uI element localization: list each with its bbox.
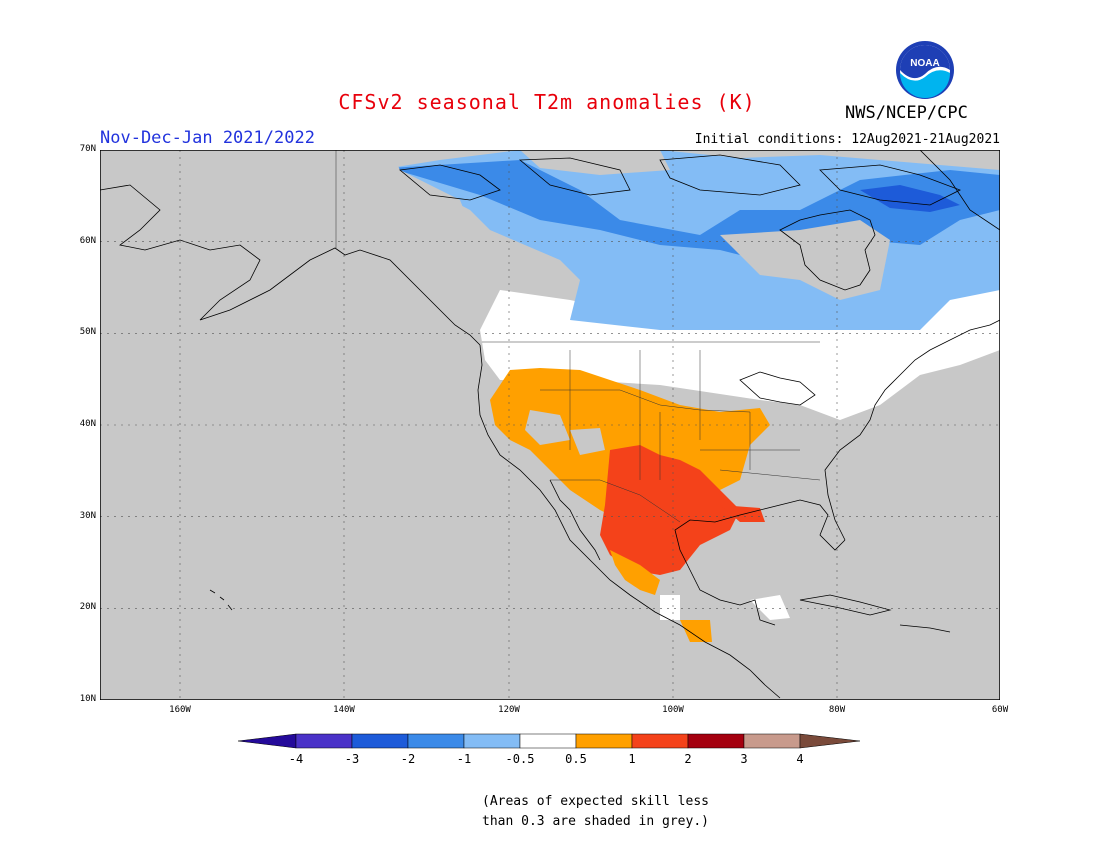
no-skill-patch — [525, 410, 570, 445]
colorbar-tick-label: -2 — [400, 752, 416, 766]
footnote-line1: (Areas of expected skill less — [482, 794, 709, 809]
lon-label: 140W — [333, 705, 355, 715]
anomaly-cells — [100, 150, 1000, 642]
lon-label: 120W — [498, 705, 520, 715]
colorbar-tick-label: 4 — [796, 752, 804, 766]
colorbar-bin — [519, 733, 577, 749]
colorbar-bin — [351, 733, 409, 749]
near-normal-patch — [750, 595, 790, 620]
lat-label: 20N — [79, 602, 96, 613]
warm-core-region-gulf — [720, 505, 765, 522]
political-borders — [335, 150, 821, 523]
noaa-logo: NOAA — [896, 41, 954, 99]
anomaly-map — [100, 150, 1000, 700]
colorbar-bin — [631, 733, 689, 749]
colorbar-tick-label: -0.5 — [505, 752, 535, 766]
colorbar-tick-label: 1 — [628, 752, 636, 766]
lat-label: 30N — [79, 510, 96, 521]
coastlines — [100, 150, 1000, 699]
logo-text: NOAA — [910, 58, 939, 69]
warm-region-south — [680, 620, 712, 642]
no-skill-region-arctic — [520, 150, 670, 175]
colorbar-max-triangle — [799, 733, 861, 749]
period-label: Nov-Dec-Jan 2021/2022 — [100, 128, 315, 148]
no-skill-patch — [570, 428, 605, 455]
colorbar-bin — [575, 733, 633, 749]
no-skill-region-west — [100, 150, 480, 320]
colorbar-tick-label: -4 — [288, 752, 304, 766]
colorbar-min-triangle — [238, 733, 297, 749]
graticule — [100, 150, 1000, 700]
warm-region-mexico — [610, 550, 660, 595]
agency-label: NWS/NCEP/CPC — [845, 103, 968, 123]
chart-title: CFSv2 seasonal T2m anomalies (K) — [338, 90, 756, 114]
lat-label: 10N — [79, 694, 96, 704]
warm-core-region — [600, 445, 740, 575]
colorbar-tick-label: 0.5 — [565, 752, 587, 766]
footnote-line2: than 0.3 are shaded in grey.) — [482, 814, 709, 829]
colorbar-tick-label: 2 — [684, 752, 692, 766]
lat-label: 60N — [79, 235, 96, 246]
colorbar-bin — [407, 733, 465, 749]
colorbar-bin — [463, 733, 521, 749]
lon-label: 160W — [169, 705, 191, 715]
colorbar-tick-label: -1 — [456, 752, 472, 766]
cold-region-strong — [860, 185, 960, 212]
lon-label: 60W — [991, 705, 1009, 715]
skill-footnote: (Areas of expected skill less than 0.3 a… — [482, 792, 709, 832]
colorbar-tick-label: 3 — [740, 752, 748, 766]
lon-label: 100W — [662, 705, 684, 715]
initial-conditions-label: Initial conditions: 12Aug2021-21Aug2021 — [694, 132, 1000, 147]
colorbar — [238, 733, 861, 749]
near-normal-patch — [660, 595, 680, 620]
lat-label: 70N — [79, 144, 96, 154]
colorbar-bin — [687, 733, 745, 749]
colorbar-bin — [295, 733, 353, 749]
lat-label: 50N — [79, 327, 96, 338]
lat-label: 40N — [79, 419, 96, 429]
lon-label: 80W — [828, 705, 846, 715]
colorbar-bin — [743, 733, 801, 749]
colorbar-tick-label: -3 — [344, 752, 360, 766]
no-skill-region-hudson — [720, 220, 890, 300]
